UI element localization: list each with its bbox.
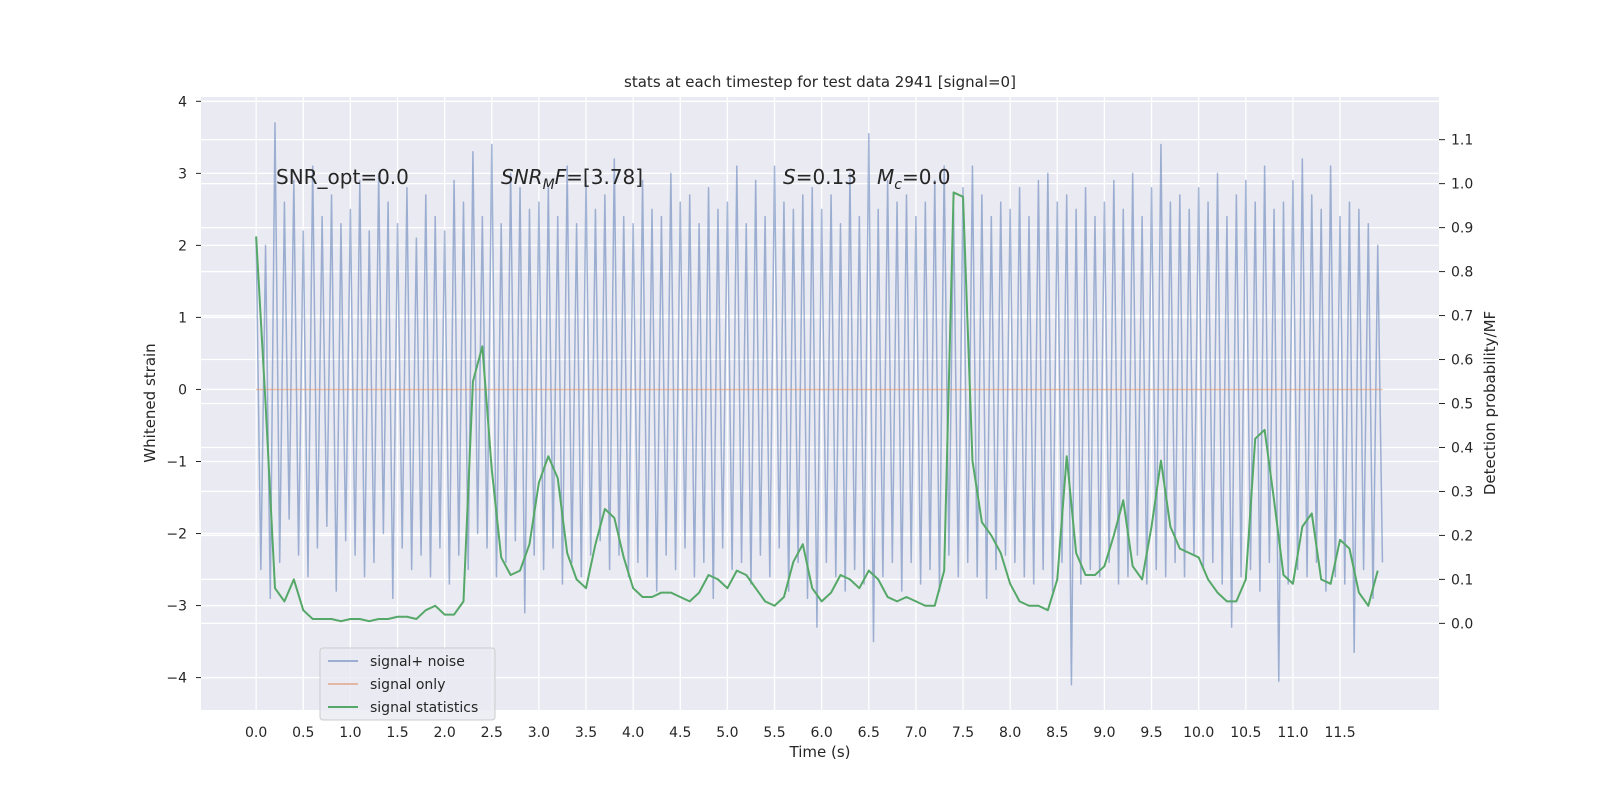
y-tick-label: −2 — [166, 527, 187, 543]
y2-tick-label: 0.0 — [1451, 616, 1473, 632]
axes: 0.0 0.5 1.0 1.5 2.0 2.5 3.0 3.5 4.0 4.5 5.0 5.5 6.0 6… — [166, 94, 1473, 741]
annotation: SNRMF=[3.78] — [501, 165, 643, 193]
y2-tick-label: 0.1 — [1451, 572, 1473, 588]
y-tick-label: −4 — [166, 671, 187, 687]
x-tick-label: 0.5 — [292, 725, 314, 741]
marks — [255, 122, 1384, 686]
annotation-part: S — [783, 165, 796, 189]
x-tick-label: 9.5 — [1140, 725, 1162, 741]
y2-tick-label: 0.7 — [1451, 309, 1473, 325]
x-tick-label: 10.5 — [1230, 725, 1261, 741]
annotation-part: SNR — [501, 165, 543, 189]
x-tick-label: 5.0 — [716, 725, 738, 741]
annotation: S=0.13 — [783, 165, 857, 189]
series-line — [255, 122, 1384, 686]
y2-axis-label: Detection probability/MF — [1481, 311, 1499, 495]
y2-tick-label: 0.8 — [1451, 265, 1473, 281]
x-tick-label: 1.5 — [386, 725, 408, 741]
x-tick-label: 4.0 — [622, 725, 644, 741]
annotation-part: =0.13 — [796, 165, 857, 189]
legend-label: signal statistics — [370, 700, 478, 716]
y-tick-label: 2 — [178, 238, 187, 254]
y2-tick-label: 0.5 — [1451, 397, 1473, 413]
y2-tick-label: 0.3 — [1451, 484, 1473, 500]
x-tick-label: 8.0 — [999, 725, 1021, 741]
y2-tick-label: 0.2 — [1451, 528, 1473, 544]
y2-tick-label: 1.1 — [1451, 133, 1473, 149]
annotation-part: F — [555, 165, 567, 189]
x-tick-label: 1.0 — [339, 725, 361, 741]
annotation: SNR_opt=0.0 — [276, 165, 409, 189]
x-tick-label: 7.5 — [952, 725, 974, 741]
x-tick-label: 11.5 — [1324, 725, 1355, 741]
y2-tick-label: 0.6 — [1451, 353, 1473, 369]
annotation-part: =0.0 — [902, 165, 951, 189]
x-tick-label: 6.5 — [858, 725, 880, 741]
x-tick-label: 6.0 — [811, 725, 833, 741]
annotation: Mc=0.0 — [877, 165, 951, 193]
x-tick-label: 10.0 — [1183, 725, 1214, 741]
annotation-part: =[3.78] — [566, 165, 643, 189]
y-axis-label: Whitened strain — [141, 343, 159, 462]
y-tick-label: −1 — [166, 454, 187, 470]
x-tick-label: 4.5 — [669, 725, 691, 741]
legend-label: signal only — [370, 677, 445, 693]
x-tick-label: 7.0 — [905, 725, 927, 741]
y-tick-label: −3 — [166, 599, 187, 615]
x-tick-label: 2.0 — [434, 725, 456, 741]
legend-label: signal+ noise — [370, 654, 465, 670]
y-tick-label: 3 — [178, 166, 187, 182]
x-tick-label: 2.5 — [481, 725, 503, 741]
x-tick-label: 8.5 — [1046, 725, 1068, 741]
x-tick-label: 9.0 — [1093, 725, 1115, 741]
x-tick-label: 11.0 — [1277, 725, 1308, 741]
y2-tick-label: 0.9 — [1451, 221, 1473, 237]
y-tick-label: 0 — [178, 382, 187, 398]
x-tick-label: 0.0 — [245, 725, 267, 741]
chart-title: stats at each timestep for test data 294… — [624, 73, 1016, 91]
legend: signal+ noise signal only signal statistic… — [319, 647, 496, 721]
y2-tick-label: 1.0 — [1451, 177, 1473, 193]
x-tick-label: 5.5 — [763, 725, 785, 741]
annotation-part: M — [877, 165, 894, 189]
y-tick-label: 4 — [178, 94, 187, 110]
x-axis-label: Time (s) — [789, 743, 851, 761]
annotation-part: c — [894, 177, 902, 193]
x-tick-label: 3.5 — [575, 725, 597, 741]
y2-tick-label: 0.4 — [1451, 440, 1473, 456]
legend-box — [319, 647, 496, 721]
y-tick-label: 1 — [178, 310, 187, 326]
x-tick-label: 3.0 — [528, 725, 550, 741]
annotation-part: M — [543, 177, 555, 193]
series-line — [255, 191, 1379, 623]
